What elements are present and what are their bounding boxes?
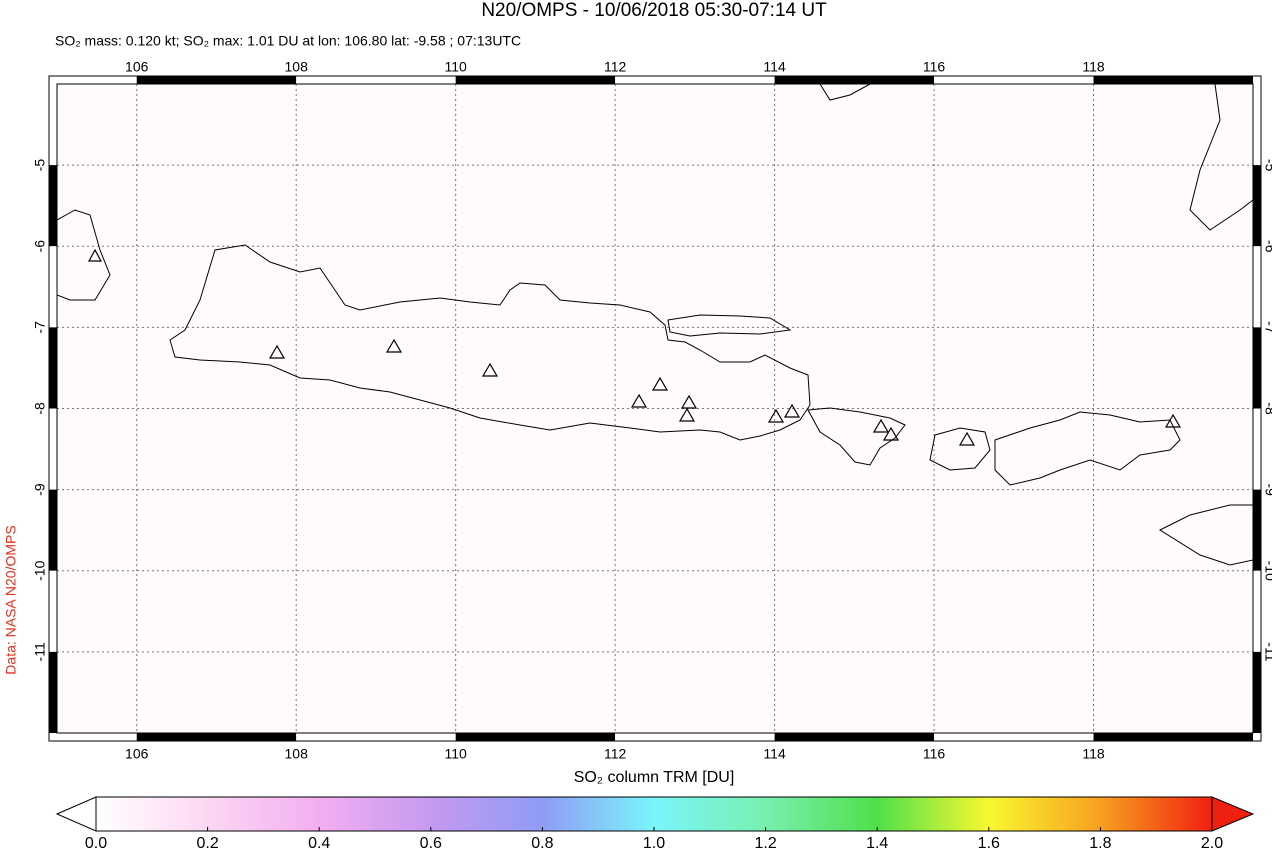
x-tick-label: 106 [125,746,149,762]
frame-band [1253,489,1261,571]
x-tick-label: 118 [1082,59,1105,75]
frame-band [49,327,57,409]
coastline-sumbawa [994,411,1181,486]
frame-band [49,408,57,490]
colorbar-tick-label: 1.6 [978,835,1000,852]
frame-band [1253,408,1261,490]
frame-band [136,733,297,741]
frame-band [1093,733,1253,741]
frame-band [455,733,616,741]
x-tick-label: 118 [1082,746,1105,762]
x-tick-label: 106 [125,59,149,75]
colorbar-ticks: 0.0 0.2 0.4 0.6 0.8 1.0 1.2 1.4 1.6 1.8 2.0 [85,827,1223,852]
y-tick-label: -11 [32,642,48,661]
y-tick-label: -9 [32,483,48,496]
frame-band [615,76,775,84]
colorbar-tick-label: 1.0 [643,835,665,852]
frame-band [49,489,57,571]
y-tick-label: -10 [1262,561,1272,581]
x-tick-label: 112 [604,59,627,75]
colorbar-tick-label: 0.4 [308,835,330,852]
frame-band [49,165,57,247]
colorbar-under [55,796,97,832]
coastline-sumatra [57,209,111,301]
frame-band [49,84,57,166]
colorbar-tick-label: 0.6 [420,835,442,852]
frame-band [615,733,775,741]
frame-band [934,76,1094,84]
frame-band [296,76,456,84]
y-tick-label: -8 [32,402,48,415]
subtitle: SO₂ mass: 0.120 kt; SO₂ max: 1.01 DU at … [55,33,521,49]
colorbar [95,796,1213,832]
y-tick-label: -7 [1262,321,1272,334]
colorbar-label: SO₂ column TRM [DU] [574,769,735,786]
x-tick-label: 114 [763,746,786,762]
frame-band [1253,84,1261,166]
frame-band [296,733,456,741]
y-tick-label: -10 [32,560,48,580]
coastlines [57,84,1253,566]
colorbar-tick-label: 1.8 [1089,835,1111,852]
y-tick-label: -7 [32,321,48,334]
frame [48,75,1262,742]
colorbar-tick-label: 1.2 [754,835,776,852]
colorbar-tick-label: 0.0 [85,835,107,852]
frame-band [49,246,57,328]
x-tick-label: 114 [763,59,786,75]
y-tick-label: -8 [1262,402,1272,415]
frame-band [934,733,1094,741]
coastline-bali [807,407,906,466]
x-tick-label: 108 [285,746,309,762]
colorbar-tick-label: 0.8 [531,835,553,852]
y-tick-label: -6 [1262,240,1272,253]
y-tick-label: -9 [1262,483,1272,496]
colorbar-tick-label: 0.2 [196,835,218,852]
coastline-sumba [1158,504,1253,566]
frame-band [774,733,935,741]
frame-band [1253,651,1261,733]
coastline-borneo [819,84,871,101]
x-tick-label: 110 [445,746,468,762]
outer-border [48,75,1262,742]
x-tick-label: 110 [445,59,468,75]
frame-band [1253,327,1261,409]
frame-band [49,651,57,733]
colorbar-tick-label: 1.4 [866,835,888,852]
x-tick-label: 112 [604,746,627,762]
frame-band [1253,246,1261,328]
y-tick-label: -5 [32,159,48,172]
volcano [87,248,1182,446]
frame-band [1253,570,1261,652]
y-tick-label: -11 [1262,642,1272,661]
coastline-sulawesi [1189,84,1253,231]
coastline-lombok [929,427,991,471]
y-tick-label: -5 [1262,159,1272,172]
x-tick-label: 108 [285,59,309,75]
frame-band [1253,165,1261,247]
map-border [56,83,1254,734]
colorbar-over [1211,796,1255,832]
frame-band [774,76,935,84]
credit: Data: NASA N20/OMPS [3,525,19,674]
x-tick-label: 116 [923,59,946,75]
coastline-java [169,244,811,441]
y-tick-label: -6 [32,240,48,253]
frame-band [49,570,57,652]
title: N20/OMPS - 10/06/2018 05:30-07:14 UT [481,0,827,21]
grid [57,84,1253,733]
x-tick-label: 116 [923,746,946,762]
coastline-madura [667,314,792,337]
frame-band [1093,76,1253,84]
frame-band [455,76,616,84]
frame-band [136,76,297,84]
colorbar-tick-label: 2.0 [1201,835,1223,852]
